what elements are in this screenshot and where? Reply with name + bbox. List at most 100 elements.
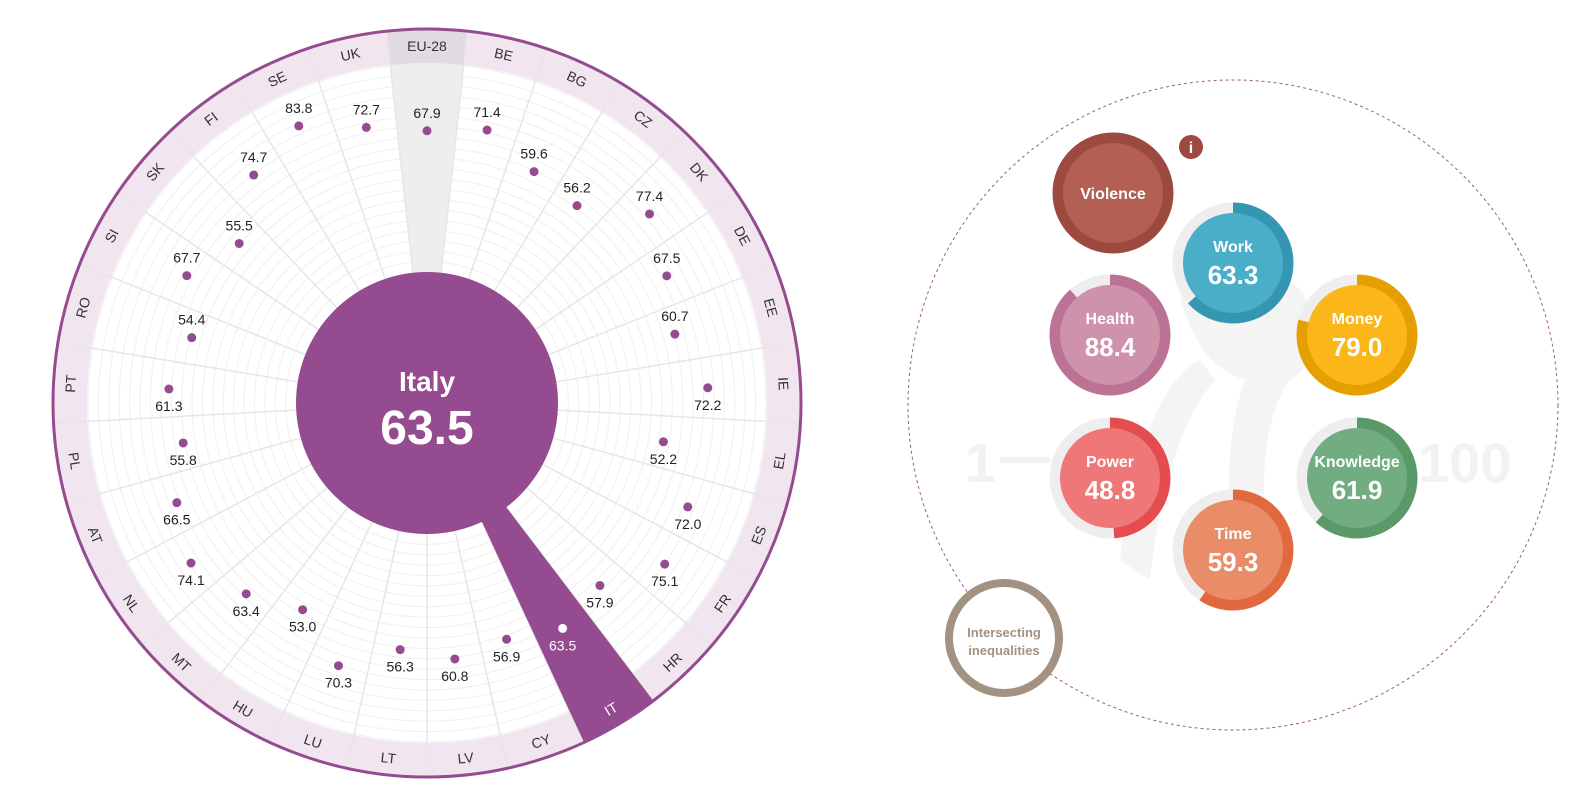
value-label-bg: 59.6: [520, 146, 547, 162]
data-point-lu[interactable]: [333, 661, 343, 671]
data-point-pt[interactable]: [164, 384, 174, 394]
country-label-ee: EE: [761, 296, 781, 318]
data-point-ie[interactable]: [703, 383, 713, 393]
info-button[interactable]: i: [1179, 135, 1203, 159]
sector-divider: [141, 487, 328, 646]
sector-divider: [454, 530, 509, 769]
data-point-hu[interactable]: [298, 605, 308, 615]
scale-max-label: 100: [1418, 431, 1511, 494]
domain-score: 79.0: [1332, 332, 1383, 362]
data-point-de[interactable]: [662, 271, 672, 281]
value-label-pl: 55.8: [170, 452, 197, 468]
data-point-sk[interactable]: [234, 238, 244, 248]
value-label-lu: 70.3: [325, 675, 352, 691]
domain-score: 59.3: [1208, 547, 1259, 577]
value-label-hr: 57.9: [586, 595, 613, 611]
data-point-el[interactable]: [658, 437, 668, 447]
domain-health[interactable]: Health 88.4: [1049, 274, 1171, 396]
data-point-uk[interactable]: [361, 122, 371, 132]
data-point-be[interactable]: [482, 125, 492, 135]
sector-divider: [117, 192, 319, 331]
sector-divider: [516, 130, 685, 309]
value-label-uk: 72.7: [353, 101, 380, 117]
data-point-nl[interactable]: [186, 558, 196, 568]
intersecting-inequalities-button[interactable]: Intersecting inequalities: [945, 579, 1063, 697]
outer-dashed-circle: [907, 79, 1559, 731]
domain-fill: [1183, 213, 1283, 313]
value-label-ie: 72.2: [694, 397, 721, 413]
data-point-lv[interactable]: [450, 654, 460, 664]
sector-divider: [200, 506, 349, 702]
intersecting-label-line1: Intersecting: [967, 625, 1041, 640]
country-label-cy: CY: [529, 730, 553, 752]
domain-violence[interactable]: Violence: [1052, 132, 1174, 254]
domain-score: 48.8: [1085, 475, 1136, 505]
country-label-lv: LV: [457, 749, 475, 767]
data-point-fi[interactable]: [249, 170, 259, 180]
domain-label: Power: [1086, 454, 1134, 471]
domain-fill: [1307, 428, 1407, 528]
domain-track: [1052, 132, 1174, 254]
country-label-bg: BG: [564, 67, 589, 90]
info-icon-glyph: i: [1189, 140, 1193, 157]
data-point-it[interactable]: [558, 623, 568, 633]
data-point-se[interactable]: [294, 121, 304, 131]
data-point-lt[interactable]: [395, 645, 405, 655]
selected-country-score: 63.5: [380, 402, 473, 455]
sector-divider: [269, 521, 373, 743]
domain-work[interactable]: Work 63.3: [1172, 202, 1294, 324]
data-point-si[interactable]: [182, 271, 192, 281]
domain-fill: [1060, 285, 1160, 385]
value-label-lt: 56.3: [387, 659, 414, 675]
data-point-eu-28[interactable]: [422, 126, 432, 136]
country-label-pt: PT: [62, 374, 79, 393]
data-point-es[interactable]: [683, 502, 693, 512]
value-label-cy: 56.9: [493, 648, 520, 664]
country-label-se: SE: [265, 68, 289, 90]
value-label-cz: 56.2: [563, 180, 590, 196]
domain-power[interactable]: Power 48.8: [1049, 417, 1171, 539]
domain-score-arc: [1049, 274, 1171, 396]
value-label-it: 63.5: [549, 637, 576, 653]
value-label-be: 71.4: [473, 104, 500, 120]
value-label-nl: 74.1: [177, 572, 204, 588]
center-circle: [296, 272, 558, 534]
data-point-cz[interactable]: [572, 201, 582, 211]
value-label-eu-28: 67.9: [413, 105, 440, 121]
data-point-ro[interactable]: [187, 333, 197, 343]
value-label-pt: 61.3: [155, 398, 182, 414]
data-point-at[interactable]: [172, 498, 182, 508]
data-point-mt[interactable]: [241, 589, 251, 599]
data-point-cy[interactable]: [502, 634, 512, 644]
country-label-es: ES: [748, 523, 770, 546]
info-icon: [1179, 135, 1203, 159]
data-point-hr[interactable]: [595, 581, 605, 591]
value-label-fr: 75.1: [651, 573, 678, 589]
data-point-dk[interactable]: [645, 209, 655, 219]
value-label-se: 83.8: [285, 100, 312, 116]
sector-divider: [79, 263, 306, 356]
domain-fill: [1060, 428, 1160, 528]
domain-time[interactable]: Time 59.3: [1172, 489, 1294, 611]
domain-score: 61.9: [1332, 475, 1383, 505]
data-point-fr[interactable]: [660, 559, 670, 569]
value-label-mt: 63.4: [233, 603, 260, 619]
domain-knowledge[interactable]: Knowledge 61.9: [1296, 417, 1418, 539]
data-point-pl[interactable]: [178, 438, 188, 448]
sector-divider: [557, 409, 801, 424]
outer-border: [51, 27, 803, 779]
sector-divider: [96, 463, 312, 579]
domain-fill: [1063, 143, 1163, 243]
data-point-ee[interactable]: [670, 329, 680, 339]
country-label-el: EL: [770, 451, 789, 471]
data-point-bg[interactable]: [529, 167, 539, 177]
country-label-eu-28: EU-28: [407, 38, 447, 54]
scale-min-label: 1: [965, 431, 996, 494]
domain-money[interactable]: Money 79.0: [1296, 274, 1418, 396]
sector-divider: [556, 341, 797, 383]
value-label-ro: 54.4: [178, 312, 205, 328]
sector-divider: [468, 48, 548, 280]
country-label-lt: LT: [380, 749, 397, 767]
sector-divider: [169, 130, 338, 309]
